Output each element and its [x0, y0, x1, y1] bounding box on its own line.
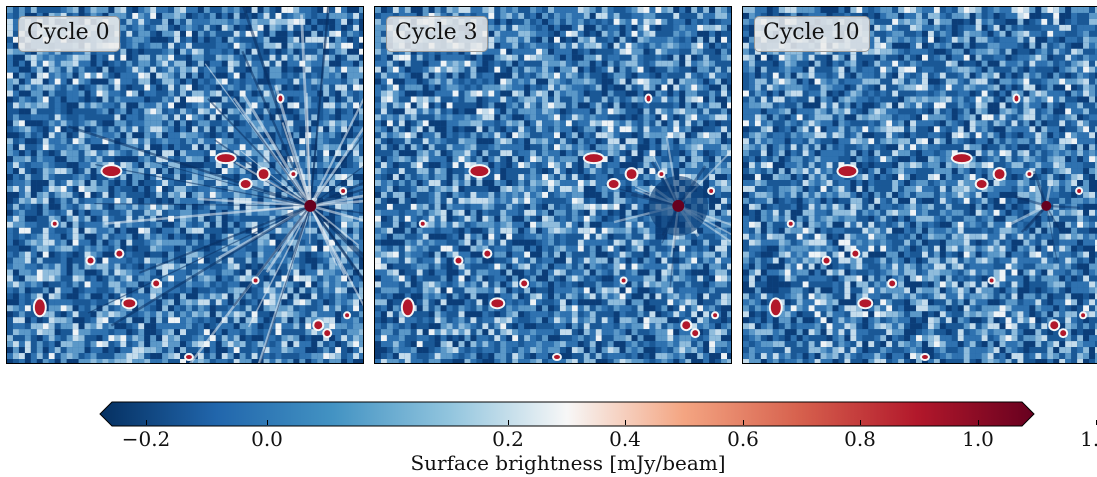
map-panel-cycle-10: Cycle 10: [742, 6, 1097, 364]
map-panel-cycle-3: Cycle 3: [374, 6, 732, 364]
panel-title: Cycle 10: [754, 16, 870, 52]
map-image: [375, 7, 731, 363]
colorbar-gradient: [99, 401, 1035, 427]
map-image: [743, 7, 1097, 363]
panel-title: Cycle 0: [18, 16, 120, 52]
colorbar-tick-label: 0.8: [844, 427, 876, 451]
colorbar-label: Surface brightness [mJy/beam]: [410, 451, 726, 475]
colorbar-tick-label: 0.0: [251, 427, 283, 451]
colorbar-tick-label: 1.0: [962, 427, 994, 451]
colorbar: [99, 401, 1035, 427]
colorbar-tick: [146, 420, 147, 425]
map-image: [7, 7, 363, 363]
colorbar-tick: [508, 420, 509, 425]
colorbar-tick: [743, 420, 744, 425]
colorbar-tick-label: 0.6: [727, 427, 759, 451]
colorbar-tick-label: 0.4: [609, 427, 641, 451]
colorbar-tick-label: 0.2: [492, 427, 524, 451]
colorbar-tick-label: 1.2: [1080, 427, 1097, 451]
colorbar-tick: [267, 420, 268, 425]
map-panel-cycle-0: Cycle 0: [6, 6, 364, 364]
colorbar-tick: [625, 420, 626, 425]
colorbar-tick-label: −0.2: [121, 427, 171, 451]
colorbar-tick: [978, 420, 979, 425]
panel-title: Cycle 3: [386, 16, 488, 52]
colorbar-tick: [860, 420, 861, 425]
